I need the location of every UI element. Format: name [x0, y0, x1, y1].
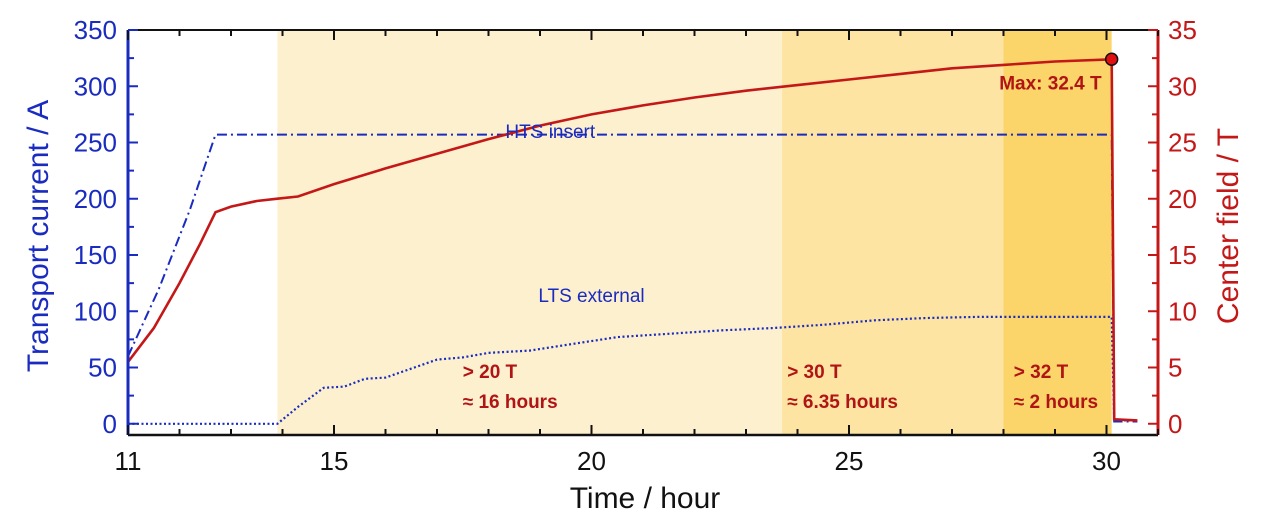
y-right-tick-label: 15: [1168, 240, 1197, 270]
y-left-tick-label: 0: [103, 409, 117, 439]
x-tick-label: 15: [320, 446, 349, 476]
region-30T-band: [782, 30, 1004, 435]
x-tick-label: 11: [115, 446, 142, 476]
max-field-marker: [1104, 52, 1119, 66]
y-left-tick-label: 200: [74, 184, 117, 214]
y-left-tick-label: 150: [74, 240, 117, 270]
y-right-tick-label: 30: [1168, 71, 1197, 101]
y-right-tick-label: 35: [1168, 15, 1197, 45]
y-left-axis-label: Transport current / A: [22, 100, 55, 372]
y-right-tick-label: 20: [1168, 184, 1197, 214]
region-30T-label-line2: ≈ 6.35 hours: [787, 392, 898, 413]
center-field-line: [126, 57, 1138, 422]
x-tick-label: 20: [577, 446, 606, 476]
region-30T-label-line1: > 30 T: [787, 362, 842, 383]
lts-external-label: LTS external: [538, 286, 644, 307]
hts-insert-label: HTS insert: [505, 122, 595, 143]
region-20T-label-line2: ≈ 16 hours: [463, 392, 558, 413]
lts-external-line: [128, 315, 1138, 425]
region-20T-label-line1: > 20 T: [463, 362, 518, 383]
max-field-label: Max: 32.4 T: [999, 73, 1102, 94]
y-left-tick-label: 250: [74, 128, 117, 158]
region-32T-band: [1003, 30, 1112, 435]
x-axis-label: Time / hour: [570, 482, 721, 515]
y-left-tick-label: 50: [88, 353, 117, 383]
y-right-tick-label: 5: [1168, 353, 1182, 383]
y-right-axis-label: Center field / T: [1212, 128, 1245, 324]
y-left-tick-label: 100: [74, 296, 117, 326]
x-tick-label: 30: [1092, 446, 1121, 476]
region-20T-band: [277, 30, 783, 435]
region-32T-label-line2: ≈ 2 hours: [1014, 392, 1098, 413]
region-32T-label-line1: > 32 T: [1014, 362, 1069, 383]
y-right-tick-label: 0: [1168, 409, 1182, 439]
y-right-tick-label: 25: [1168, 128, 1197, 158]
y-left-tick-label: 300: [74, 71, 117, 101]
y-right-tick-label: 10: [1168, 296, 1197, 326]
hts-insert-line: [127, 133, 1138, 423]
y-left-tick-label: 350: [74, 15, 117, 45]
x-tick-label: 25: [835, 446, 864, 476]
